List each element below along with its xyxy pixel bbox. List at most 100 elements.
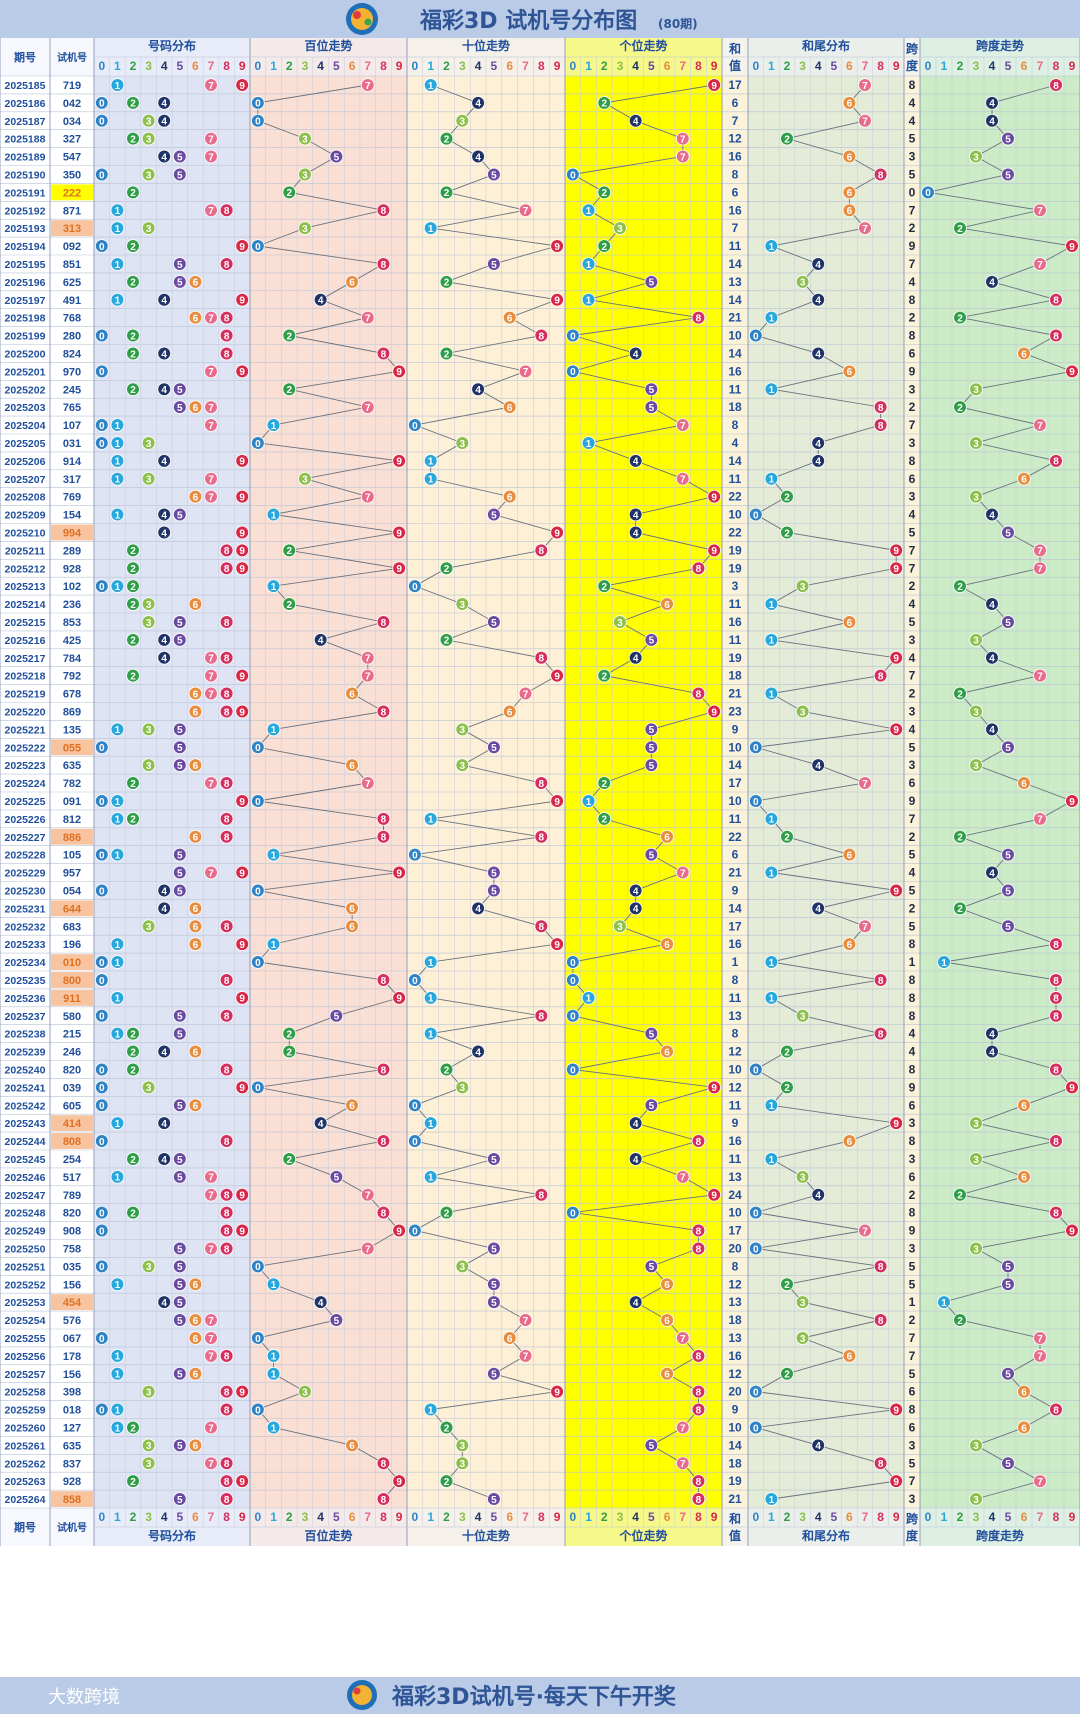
tens-ball xyxy=(518,686,533,701)
sum-tail-ball xyxy=(780,131,794,146)
distribution-ball xyxy=(126,543,140,558)
sum-cell: 7 xyxy=(732,221,739,235)
distribution-ball-label: 8 xyxy=(224,1387,230,1398)
units-digit-9: 9 xyxy=(711,1510,718,1524)
number-cell: 908 xyxy=(63,1226,81,1238)
sum_tail-digit-6: 6 xyxy=(846,1510,853,1524)
period-cell: 2025227 xyxy=(5,832,46,844)
tens-ball xyxy=(423,1116,438,1130)
period-cell: 2025196 xyxy=(5,277,46,289)
sum_tail-digit-9: 9 xyxy=(893,1510,900,1524)
sum-tail-ball xyxy=(780,829,794,844)
span-ball-label: 2 xyxy=(957,313,963,324)
distribution-ball-label: 3 xyxy=(146,725,152,736)
span-ball xyxy=(1017,776,1031,790)
distribution-ball xyxy=(95,436,109,450)
tens-ball-label: 3 xyxy=(460,761,466,772)
sum-tail-ball xyxy=(842,185,857,200)
sum-cell: 16 xyxy=(728,150,742,164)
page-title: 福彩3D 试机号分布图 xyxy=(419,8,637,34)
number-cell: 245 xyxy=(63,384,81,396)
distribution-ball-label: 2 xyxy=(130,779,136,790)
tens-ball xyxy=(408,973,422,987)
sum-tail-ball xyxy=(889,543,903,558)
distribution-ball-label: 5 xyxy=(177,1173,183,1184)
distribution-ball xyxy=(173,400,187,414)
hundreds-ball-label: 6 xyxy=(349,1101,355,1112)
tens-ball xyxy=(439,561,454,576)
span-ball xyxy=(985,650,999,665)
span-cell: 3 xyxy=(909,758,916,772)
distribution-ball-label: 8 xyxy=(224,260,230,271)
hundreds-trend-line xyxy=(257,84,400,1500)
distribution-ball xyxy=(126,668,140,683)
sum-tail-ball xyxy=(764,382,779,397)
tens-ball xyxy=(455,1259,470,1274)
period-cell: 2025246 xyxy=(5,1172,46,1184)
sum-cell: 14 xyxy=(728,454,742,468)
tens-digit-3: 3 xyxy=(459,1510,466,1524)
sum-cell: 20 xyxy=(728,1241,742,1255)
span-ball xyxy=(953,221,967,235)
span-cell: 4 xyxy=(909,114,916,128)
hundreds-ball xyxy=(251,955,265,969)
units-ball-label: 0 xyxy=(570,170,576,181)
distribution-header: 号码分布 xyxy=(148,38,196,53)
distribution-ball-label: 5 xyxy=(177,1155,183,1166)
sum-cell: 6 xyxy=(732,848,739,862)
hundreds-ball-label: 8 xyxy=(381,707,387,718)
number-cell: 280 xyxy=(63,331,81,343)
hundreds-ball xyxy=(282,1044,297,1059)
span-ball xyxy=(1001,847,1015,862)
units-ball xyxy=(691,561,706,576)
number-cell: 010 xyxy=(63,957,81,969)
number-cell: 414 xyxy=(63,1118,82,1130)
period-cell: 2025213 xyxy=(5,581,46,593)
span-cell: 8 xyxy=(909,454,916,468)
distribution-ball-label: 2 xyxy=(130,1423,136,1434)
span-cell: 8 xyxy=(909,1206,916,1220)
tens-ball xyxy=(534,328,549,343)
distribution-ball-label: 6 xyxy=(193,1280,199,1291)
tens-ball-label: 4 xyxy=(475,1047,481,1058)
distribution-ball-label: 1 xyxy=(115,260,121,271)
span-ball xyxy=(1001,919,1015,934)
tens-ball-label: 9 xyxy=(554,528,560,539)
distribution-ball-label: 1 xyxy=(115,1352,121,1363)
distribution-ball xyxy=(141,1456,156,1471)
sum-cell: 11 xyxy=(729,1098,742,1112)
sum-tail-ball xyxy=(889,722,903,737)
sum-tail-ball xyxy=(764,633,779,647)
distribution-ball xyxy=(110,722,125,737)
distribution-ball xyxy=(173,1241,187,1256)
span-ball-label: 5 xyxy=(1005,743,1011,754)
sum-header-top: 和 xyxy=(728,41,741,56)
units-ball xyxy=(644,847,659,862)
distribution-ball xyxy=(126,1152,140,1166)
span-cell: 1 xyxy=(909,1295,916,1309)
tens-ball-label: 3 xyxy=(460,1083,466,1094)
hundreds-ball-label: 8 xyxy=(381,206,387,217)
sum-cell: 12 xyxy=(728,132,742,146)
distribution-digit-6: 6 xyxy=(192,1510,199,1524)
sum-tail-ball xyxy=(780,489,794,504)
sum-tail-ball xyxy=(748,794,763,808)
distribution-ball xyxy=(235,78,250,92)
sum-tail-ball-label: 2 xyxy=(784,833,790,844)
span-ball xyxy=(1033,668,1047,683)
span_trend-digit-6: 6 xyxy=(1021,1510,1028,1524)
distribution-ball-label: 6 xyxy=(193,833,199,844)
distribution-ball xyxy=(141,436,156,450)
sum-cell: 14 xyxy=(728,901,742,915)
period-cell: 2025245 xyxy=(5,1154,46,1166)
distribution-ball xyxy=(219,973,234,987)
tens-ball xyxy=(487,1492,501,1506)
span-ball-label: 9 xyxy=(1069,367,1075,378)
tens-ball xyxy=(487,1241,501,1256)
hundreds-digit-3: 3 xyxy=(302,1510,309,1524)
sum-tail-ball xyxy=(842,615,857,629)
hundreds-ball-label: 9 xyxy=(396,367,402,378)
units-ball-label: 8 xyxy=(696,1405,702,1416)
distribution-digit-7: 7 xyxy=(208,1510,215,1524)
sum-tail-ball-label: 6 xyxy=(847,1137,853,1148)
